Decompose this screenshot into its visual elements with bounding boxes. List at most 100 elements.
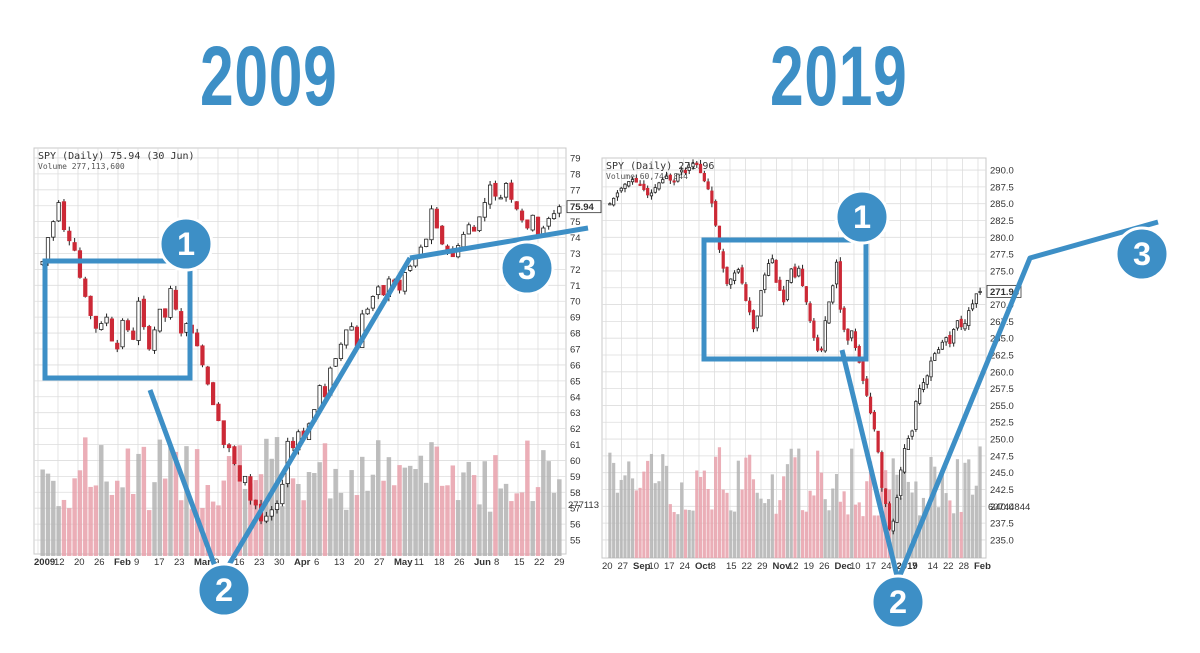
volume-bar: [120, 487, 125, 556]
candle: [831, 285, 835, 303]
candle: [634, 177, 638, 183]
y-tick-label: 71: [570, 281, 581, 292]
candle: [509, 182, 514, 200]
volume-bar: [210, 501, 216, 556]
candle: [157, 308, 162, 332]
candle: [933, 353, 937, 361]
volume-bar: [649, 453, 654, 558]
volume-bar: [736, 460, 740, 558]
candle: [918, 388, 922, 404]
volume-bar: [477, 504, 482, 556]
volume-bar: [349, 470, 354, 556]
y-tick-label: 285.0: [990, 199, 1014, 210]
candle: [646, 187, 650, 196]
y-tick-label: 235.0: [990, 535, 1014, 546]
volume-bar: [842, 491, 846, 558]
volume-bar: [714, 456, 718, 558]
volume-bar: [285, 482, 290, 556]
candle: [793, 266, 797, 278]
candle: [51, 221, 56, 238]
volume-bar: [178, 500, 184, 556]
volume-bar: [857, 502, 861, 558]
y-tick-label: 255.0: [990, 401, 1014, 412]
y-tick-label: 247.5: [990, 451, 1014, 462]
volume-bar: [672, 512, 676, 558]
candle: [914, 401, 918, 430]
volume-bar: [717, 447, 722, 558]
candle: [519, 210, 525, 221]
y-tick-label: 257.5: [990, 384, 1014, 395]
x-tick-label: 17: [664, 561, 675, 572]
volume-bar: [646, 460, 650, 558]
candle: [755, 315, 759, 329]
volume-bar: [944, 493, 948, 558]
volume-bar: [834, 474, 839, 558]
candle: [785, 279, 790, 301]
candle: [67, 230, 72, 242]
volume-bar: [450, 465, 456, 556]
volume-bar: [755, 492, 759, 558]
candle: [200, 345, 205, 366]
candle: [482, 202, 487, 218]
volume-bar: [759, 498, 763, 558]
candle: [503, 183, 509, 198]
candle: [125, 320, 130, 331]
x-tick-label: 27: [374, 557, 385, 568]
candle: [163, 308, 168, 318]
candle: [963, 322, 967, 330]
x-tick-label: 12: [54, 557, 65, 568]
volume-bar: [702, 470, 706, 558]
volume-bar: [615, 492, 620, 558]
candle: [623, 183, 627, 189]
volume-bar: [461, 472, 466, 556]
volume-bar: [630, 478, 635, 558]
volume-bar: [136, 453, 141, 556]
volume-bar: [530, 501, 535, 556]
volume-bar: [306, 472, 312, 556]
x-tick-label: 2019: [897, 561, 918, 572]
x-tick-label: 24: [680, 561, 691, 572]
volume-bar: [778, 500, 782, 558]
candle: [710, 190, 714, 204]
y-tick-label: 57: [570, 504, 581, 515]
volume-bar: [104, 481, 109, 556]
y-tick-label: 65: [570, 376, 581, 387]
badge-3-2019: 3: [1114, 226, 1170, 282]
volume-bar: [729, 510, 733, 558]
candle: [812, 320, 816, 338]
candle: [525, 219, 530, 229]
volume-bar: [168, 445, 173, 556]
candle: [687, 166, 691, 171]
volume-bar: [899, 497, 903, 558]
candle: [921, 382, 926, 390]
candle: [895, 497, 899, 523]
volume-bar: [317, 462, 322, 556]
y-tick-label: 287.5: [990, 182, 1014, 193]
y-tick-label: 61: [570, 440, 581, 451]
x-tick-label: 14: [928, 561, 939, 572]
candle: [274, 503, 280, 510]
candle: [93, 315, 99, 329]
x-tick-label: 24: [881, 561, 892, 572]
volume-bar: [184, 446, 189, 556]
y-tick-label: 245.0: [990, 468, 1014, 479]
candle: [630, 179, 635, 183]
volume-bar: [413, 469, 418, 556]
candle: [530, 214, 535, 231]
v-recovery-line-2019: [839, 219, 1159, 583]
volume-bar: [205, 485, 211, 556]
candle: [789, 268, 793, 283]
candle: [221, 420, 226, 445]
candle: [608, 203, 612, 206]
candle: [899, 469, 903, 497]
volume-bar: [770, 474, 774, 558]
volume-bar: [846, 514, 850, 558]
candle: [763, 274, 767, 291]
consolidation-box-2009: [42, 258, 193, 381]
volume-bar: [891, 458, 895, 558]
candle: [653, 187, 657, 193]
candle: [642, 183, 646, 190]
y-tick-label: 240.0: [990, 502, 1014, 513]
y-tick-label: 64: [570, 392, 581, 403]
